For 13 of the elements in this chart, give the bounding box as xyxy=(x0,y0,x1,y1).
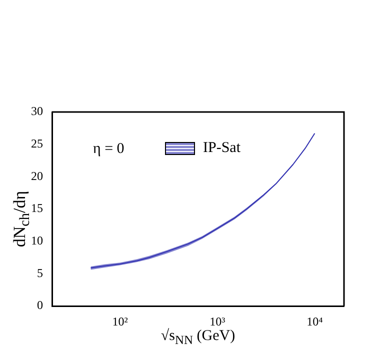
x-tick-label: 10⁴ xyxy=(306,314,323,328)
y-tick-label: 10 xyxy=(31,233,43,248)
x-tick-label: 10³ xyxy=(210,314,226,328)
y-tick-label: 20 xyxy=(31,168,43,183)
y-tick-label: 5 xyxy=(37,266,43,280)
legend-label: IP-Sat xyxy=(203,140,240,157)
y-tick-label: 0 xyxy=(37,298,43,312)
y-tick-label: 15 xyxy=(31,201,43,216)
x-axis-title: √s$_{NN}$ (GeV) xyxy=(160,328,236,348)
annotation: η = 0 xyxy=(93,141,124,158)
x-tick-label: 10² xyxy=(112,314,128,328)
y-tick-label: 25 xyxy=(31,136,43,150)
y-tick-label: 30 xyxy=(31,104,43,118)
